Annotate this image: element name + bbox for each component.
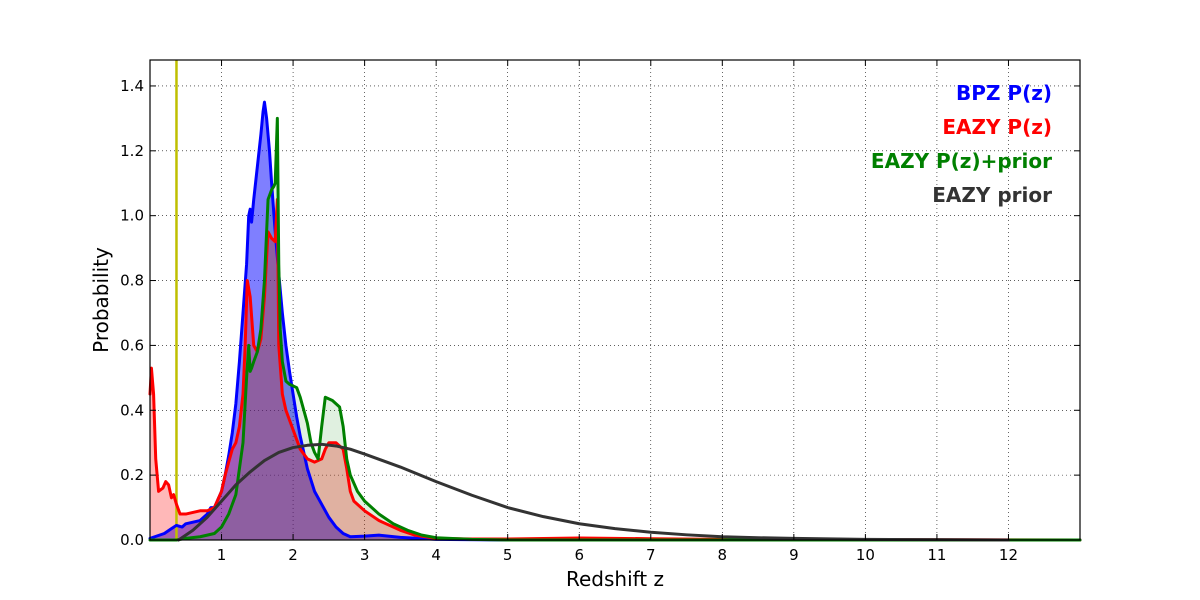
bpz-p-z-fill (150, 102, 1080, 540)
plot-frame (149, 59, 1081, 541)
x-tick-label: 11 (927, 546, 946, 564)
x-tick-label: 12 (999, 546, 1018, 564)
legend-entry-eazy-p-z-prior: EAZY P(z)+prior (871, 149, 1052, 173)
legend-entry-eazy-p-z: EAZY P(z) (942, 115, 1052, 139)
y-tick-label: 0.6 (120, 336, 144, 354)
grid (150, 60, 1080, 541)
eazy-p-z-prior-line (148, 116, 1082, 542)
y-tick-label: 0.4 (120, 401, 144, 419)
y-tick-label: 1.4 (120, 77, 144, 95)
x-tick-label: 6 (574, 546, 584, 564)
eazy-p-z-fill (150, 199, 1080, 540)
x-tick-label: 4 (431, 546, 441, 564)
x-tick-label: 2 (288, 546, 298, 564)
axis-ticks: 1 2 3 4 5 6 7 8 9 10 11 120.00.20.40.60.81.01.21.4 (120, 60, 1080, 564)
series-fills (150, 102, 1080, 540)
x-tick-label: 9 (789, 546, 799, 564)
x-tick-label: 1 (217, 546, 227, 564)
eazy-prior-line (177, 442, 1010, 542)
legend: BPZ P(z) EAZY P(z) EAZY P(z)+prior EAZY pri… (871, 81, 1052, 207)
x-axis-label: Redshift z (566, 567, 664, 591)
series-lines (148, 100, 1082, 542)
x-tick-label: 7 (646, 546, 656, 564)
legend-entry-eazy-prior: EAZY prior (932, 183, 1052, 207)
x-tick-label: 8 (718, 546, 728, 564)
y-tick-label: 0.0 (120, 531, 144, 549)
x-tick-label: 3 (360, 546, 370, 564)
y-tick-label: 0.8 (120, 272, 144, 290)
y-tick-label: 1.0 (120, 207, 144, 225)
x-tick-label: 5 (503, 546, 513, 564)
y-tick-label: 0.2 (120, 466, 144, 484)
eazy-p-z-prior-fill (150, 118, 1080, 540)
legend-entry-bpz-p-z: BPZ P(z) (956, 81, 1052, 105)
y-tick-label: 1.2 (120, 142, 144, 160)
x-tick-label: 10 (856, 546, 875, 564)
y-axis-label: Probability (89, 247, 113, 353)
